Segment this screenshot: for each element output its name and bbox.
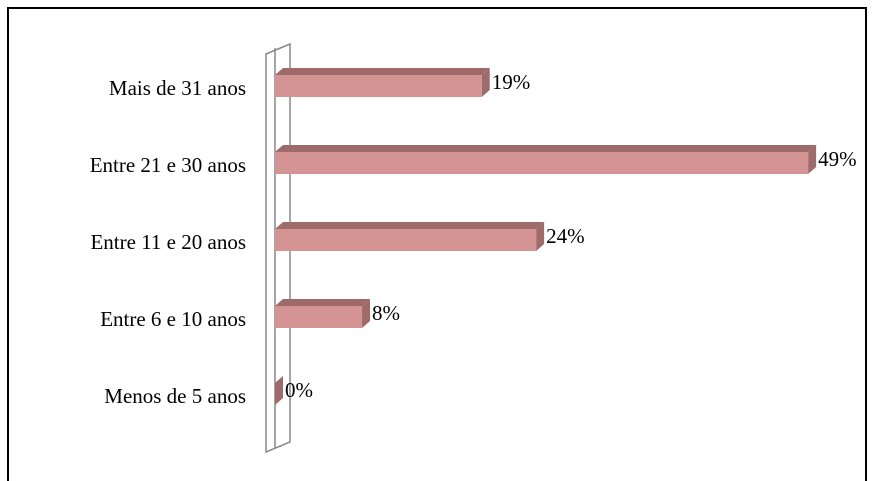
bar xyxy=(275,75,482,97)
bar-side xyxy=(808,145,817,174)
bar-side xyxy=(362,299,371,328)
value-label: 49% xyxy=(818,147,857,171)
category-label: Entre 6 e 10 anos xyxy=(100,307,246,331)
value-label: 24% xyxy=(546,224,585,248)
category-label: Mais de 31 anos xyxy=(109,76,246,100)
category-label: Entre 11 e 20 anos xyxy=(90,230,246,254)
bar xyxy=(275,306,363,328)
category-label: Entre 21 e 30 anos xyxy=(90,153,246,177)
bar-side xyxy=(536,222,545,251)
bar-side xyxy=(275,376,283,405)
value-label: 19% xyxy=(492,70,530,94)
category-label: Menos de 5 anos xyxy=(104,384,246,408)
bar-side xyxy=(481,68,490,97)
bar-top xyxy=(275,145,817,152)
bar xyxy=(275,152,809,174)
value-label: 8% xyxy=(372,301,400,325)
bar-top xyxy=(275,68,490,75)
bar xyxy=(275,229,537,251)
frame xyxy=(7,7,867,481)
value-label: 0% xyxy=(285,378,313,402)
bar-top xyxy=(275,222,545,229)
bar-top xyxy=(275,299,371,306)
